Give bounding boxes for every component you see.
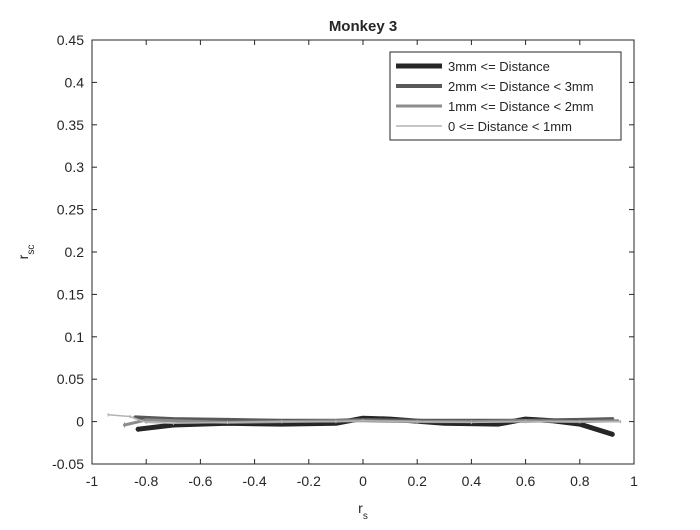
data-point [145, 419, 147, 421]
data-point [226, 421, 229, 424]
x-tick-label: 0.2 [407, 473, 427, 489]
legend-label-3: 1mm <= Distance < 2mm [448, 99, 594, 114]
data-point [145, 421, 147, 424]
x-tick-label: -0.2 [297, 473, 321, 489]
y-tick-label: 0.15 [57, 286, 84, 302]
y-tick-label: 0.35 [57, 117, 84, 133]
data-point [280, 420, 283, 423]
y-tick-label: -0.05 [52, 456, 84, 472]
data-point [172, 422, 175, 425]
data-point [619, 420, 622, 423]
y-axis-label-group: rsc [15, 245, 37, 260]
x-tick-label: 0 [359, 473, 367, 489]
x-axis-label-main: r [358, 500, 363, 516]
data-point [362, 419, 364, 422]
data-point [524, 420, 527, 423]
y-axis-label: rsc [15, 245, 37, 260]
y-tick-label: 0.25 [57, 202, 84, 218]
axes-layer: -1 -0.8 -0.6 -0.4 -0.2 0 0.2 0.4 0.6 0.8 1 -0.05 0 0.… [52, 32, 638, 489]
x-tick-label: 1 [630, 473, 638, 489]
data-point [280, 423, 283, 425]
y-axis-label-main: r [15, 254, 31, 259]
y-axis-label-subscript: sc [26, 245, 37, 255]
x-tick-label: 0.4 [462, 473, 482, 489]
legend-label-4: 0 <= Distance < 1mm [448, 119, 572, 134]
data-point [497, 423, 500, 425]
data-point [172, 419, 175, 422]
legend: 3mm <= Distance 2mm <= Distance < 3mm 1mm … [389, 51, 622, 141]
x-tick-label: 0.6 [516, 473, 536, 489]
x-tick-label: -0.4 [243, 473, 267, 489]
data-point [335, 420, 337, 423]
data-point [611, 433, 614, 436]
data-point [226, 419, 229, 421]
data-point [129, 415, 131, 418]
data-point [137, 428, 139, 431]
x-tick-label: -1 [86, 473, 99, 489]
y-tick-label: 0.4 [65, 74, 85, 90]
y-tick-label: 0.3 [65, 159, 85, 175]
data-point [579, 423, 581, 425]
data-point [107, 414, 110, 416]
data-point [470, 421, 473, 424]
x-tick-label: -0.6 [188, 473, 212, 489]
series-group-4 [107, 413, 622, 425]
legend-label-1: 3mm <= Distance [448, 59, 550, 74]
y-tick-label: 0.1 [65, 329, 85, 345]
x-tick-label: -0.8 [134, 473, 158, 489]
y-tick-label: 0 [76, 414, 84, 430]
chart-title: Monkey 3 [329, 18, 397, 35]
data-point [579, 420, 581, 423]
y-tick-label: 0.2 [65, 244, 85, 260]
data-point [123, 424, 126, 426]
series-layer [107, 413, 622, 437]
data-point [416, 420, 419, 423]
x-tick-label: 0.8 [570, 473, 590, 489]
x-axis-label-subscript: s [363, 511, 368, 522]
y-tick-label: 0.45 [57, 32, 84, 48]
x-axis-label: rs [358, 500, 368, 522]
legend-label-2: 2mm <= Distance < 3mm [448, 79, 594, 94]
y-tick-label: 0.05 [57, 371, 84, 387]
